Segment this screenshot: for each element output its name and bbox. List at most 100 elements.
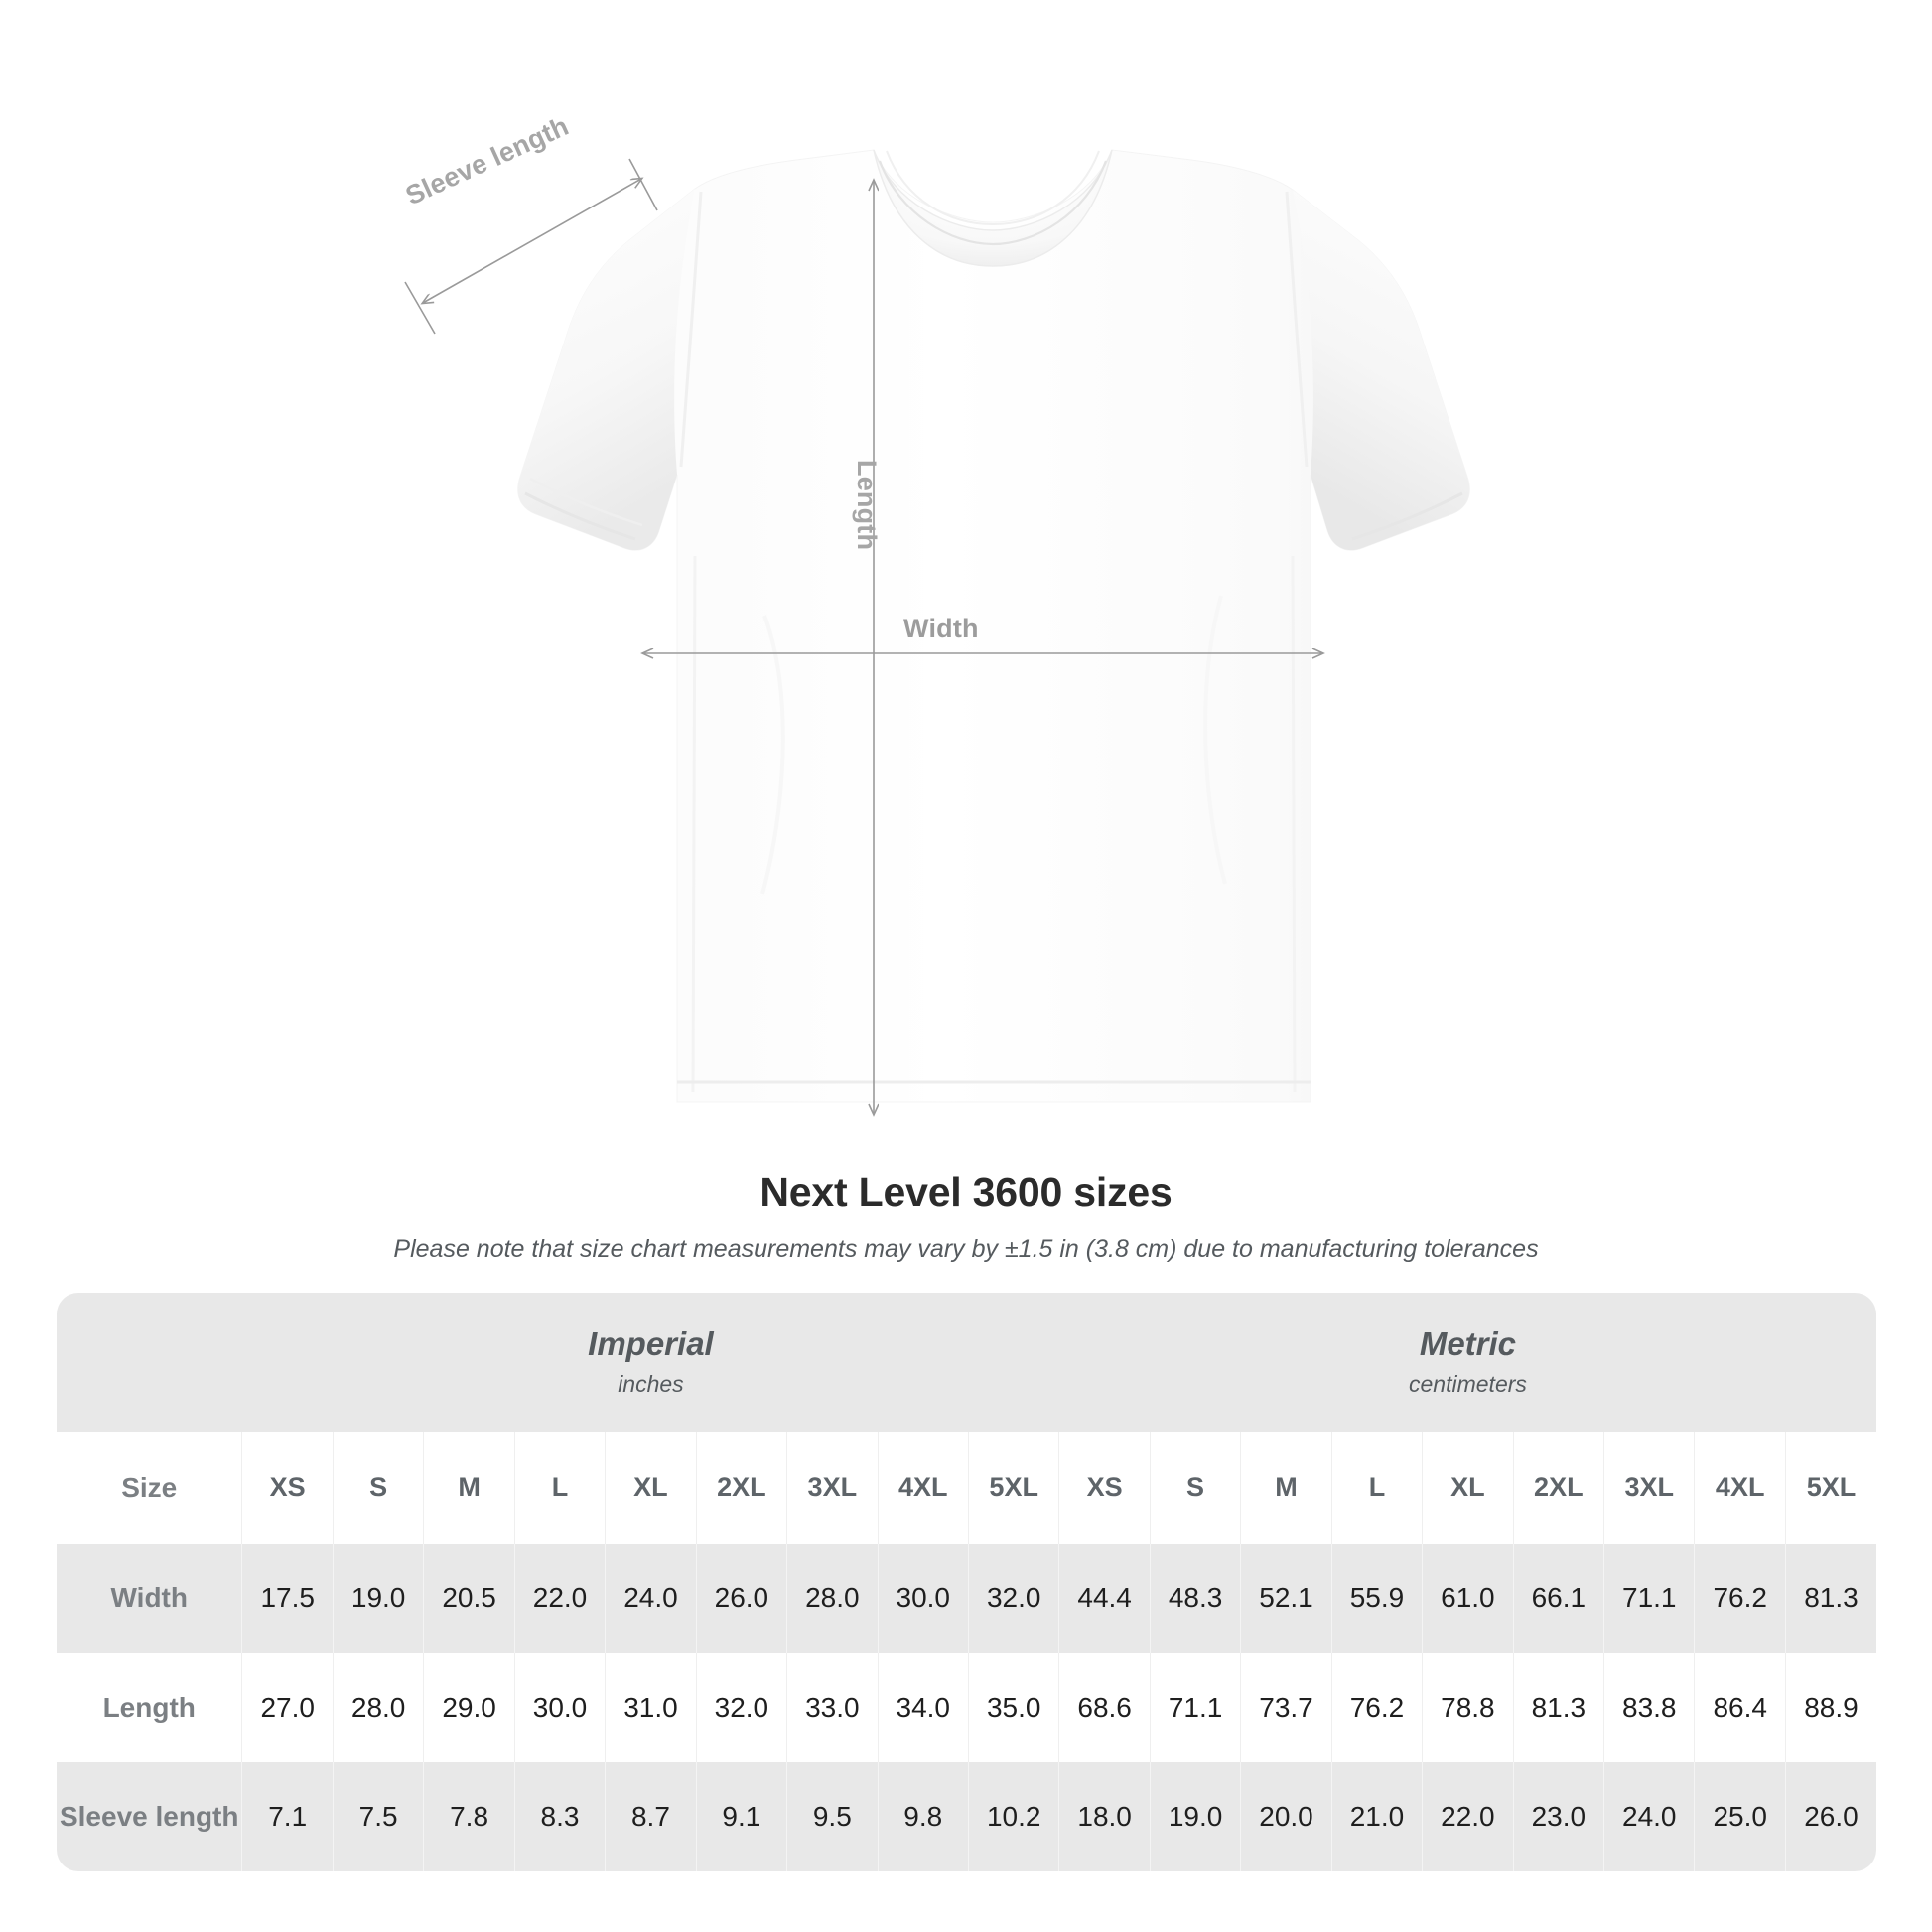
cell-width-metric-s: 48.3	[1149, 1544, 1241, 1653]
cell-width-imperial-4xl: 30.0	[877, 1544, 969, 1653]
size-label: XL	[1450, 1472, 1485, 1502]
cell-length-imperial-2xl: 32.0	[695, 1653, 787, 1762]
row-label-length: Length	[57, 1653, 242, 1762]
cell-length-imperial-3xl: 33.0	[786, 1653, 879, 1762]
row-label-text: Sleeve length	[59, 1801, 239, 1832]
size-header-cell-imperial-xl: XL	[605, 1432, 697, 1544]
size-label: XL	[633, 1472, 668, 1502]
row-label-text: Length	[102, 1692, 196, 1723]
size-header-cell-imperial-2xl: 2XL	[695, 1432, 787, 1544]
unit-group-name: Imperial	[588, 1324, 714, 1362]
cell-length-metric-l: 76.2	[1330, 1653, 1423, 1762]
size-header-row: Size XS S M L XL 2XL 3XL 4XL 5XL XS S M L XL 2XL 3XL 4XL 5…	[57, 1432, 1876, 1544]
size-header-cell-metric-s: S	[1149, 1432, 1241, 1544]
size-header-cell-imperial-l: L	[513, 1432, 606, 1544]
cell-width-imperial-2xl: 26.0	[695, 1544, 787, 1653]
cell-length-imperial-xl: 31.0	[605, 1653, 697, 1762]
tshirt-body-group	[517, 149, 1470, 1103]
cell-length-imperial-m: 29.0	[423, 1653, 515, 1762]
left-sleeve-hem	[524, 491, 636, 541]
cell-sleeve-length-imperial-3xl: 9.5	[786, 1762, 879, 1871]
size-label: XS	[1086, 1472, 1123, 1502]
collar-inner-line	[878, 160, 1108, 246]
cell-width-metric-xs: 44.4	[1058, 1544, 1151, 1653]
size-header-label: Size	[57, 1432, 242, 1544]
page-title: Next Level 3600 sizes	[759, 1170, 1173, 1215]
cell-length-metric-m: 73.7	[1240, 1653, 1332, 1762]
size-label: 4XL	[1715, 1472, 1765, 1502]
cell-width-metric-xl: 61.0	[1422, 1544, 1514, 1653]
left-shoulder-seam	[679, 191, 703, 468]
collar-neck-opening	[886, 150, 1100, 226]
left-sleeve	[517, 189, 695, 551]
cell-sleeve-length-imperial-s: 7.5	[332, 1762, 424, 1871]
table-row: Sleeve length 7.1 7.5 7.8 8.3 8.7 9.1 9.5 9.8 10.…	[57, 1762, 1876, 1871]
cell-width-metric-2xl: 66.1	[1512, 1544, 1604, 1653]
unit-group-subtitle: inches	[618, 1371, 684, 1398]
unit-group-header-imperial: Imperial inches	[241, 1293, 1059, 1432]
size-header-cell-imperial-3xl: 3XL	[786, 1432, 879, 1544]
table-row: Width 17.5 19.0 20.5 22.0 24.0 26.0 28.0 30.0 32.…	[57, 1544, 1876, 1653]
collar-outer	[873, 149, 1113, 267]
cell-sleeve-length-metric-l: 21.0	[1330, 1762, 1423, 1871]
sleeve-dim-arrow	[423, 179, 641, 303]
cell-width-imperial-m: 20.5	[423, 1544, 515, 1653]
row-label-text: Width	[110, 1583, 188, 1613]
cell-length-metric-4xl: 86.4	[1694, 1653, 1786, 1762]
size-header-cell-imperial-s: S	[332, 1432, 424, 1544]
cell-sleeve-length-imperial-2xl: 9.1	[695, 1762, 787, 1871]
size-header-cell-metric-5xl: 5XL	[1784, 1432, 1876, 1544]
cell-width-imperial-xl: 24.0	[605, 1544, 697, 1653]
tshirt-illustration	[404, 149, 1470, 1152]
dimension-lines	[404, 158, 1322, 1114]
cell-length-metric-2xl: 81.3	[1512, 1653, 1604, 1762]
fabric-fold-2	[1203, 595, 1227, 885]
cell-width-metric-3xl: 71.1	[1603, 1544, 1695, 1653]
width-dim-label: Width	[903, 614, 979, 643]
size-label: S	[369, 1472, 388, 1502]
cell-sleeve-length-imperial-5xl: 10.2	[967, 1762, 1059, 1871]
right-sleeve-hem	[1351, 491, 1463, 541]
cell-length-imperial-s: 28.0	[332, 1653, 424, 1762]
left-side-fold	[691, 555, 697, 1093]
size-label: 3XL	[1624, 1472, 1675, 1502]
length-dim-label: Length	[852, 460, 882, 551]
unit-group-name: Metric	[1419, 1324, 1517, 1362]
tolerance-note: Please note that size chart measurements…	[393, 1235, 1539, 1263]
cell-sleeve-length-metric-4xl: 25.0	[1694, 1762, 1786, 1871]
sleeve-tick-right	[628, 158, 658, 211]
size-chart-table: Imperial inches Metric centimeters Size XS S M L…	[57, 1293, 1876, 1871]
unit-banner-spacer	[57, 1293, 242, 1432]
cell-width-imperial-5xl: 32.0	[967, 1544, 1059, 1653]
size-header-cell-metric-m: M	[1240, 1432, 1332, 1544]
cell-length-imperial-5xl: 35.0	[967, 1653, 1059, 1762]
cell-sleeve-length-metric-xs: 18.0	[1058, 1762, 1151, 1871]
unit-banner-row: Imperial inches Metric centimeters	[57, 1293, 1876, 1432]
cell-sleeve-length-metric-2xl: 23.0	[1512, 1762, 1604, 1871]
size-label: 2XL	[1534, 1472, 1584, 1502]
size-label: L	[551, 1472, 569, 1502]
size-label: 3XL	[807, 1472, 858, 1502]
size-header-cell-imperial-5xl: 5XL	[967, 1432, 1059, 1544]
sleeve-tick-left	[404, 281, 436, 335]
unit-group-header-metric: Metric centimeters	[1058, 1293, 1876, 1432]
cell-width-metric-m: 52.1	[1240, 1544, 1332, 1653]
cell-sleeve-length-metric-5xl: 26.0	[1784, 1762, 1876, 1871]
size-label: S	[1186, 1472, 1205, 1502]
cell-length-metric-s: 71.1	[1149, 1653, 1241, 1762]
cell-sleeve-length-imperial-xl: 8.7	[605, 1762, 697, 1871]
size-header-cell-metric-xl: XL	[1422, 1432, 1514, 1544]
cell-width-imperial-xs: 17.5	[241, 1544, 334, 1653]
cell-width-metric-5xl: 81.3	[1784, 1544, 1876, 1653]
cell-width-imperial-s: 19.0	[332, 1544, 424, 1653]
size-label: 5XL	[989, 1472, 1038, 1502]
cell-length-metric-3xl: 83.8	[1603, 1653, 1695, 1762]
size-label: 4XL	[897, 1472, 948, 1502]
row-label-sleeve-length: Sleeve length	[57, 1762, 242, 1871]
cell-width-metric-4xl: 76.2	[1694, 1544, 1786, 1653]
size-label: 5XL	[1806, 1472, 1857, 1502]
tshirt-diagram: Sleeve length Length Width	[401, 111, 1470, 1152]
cell-length-metric-xl: 78.8	[1422, 1653, 1514, 1762]
right-shoulder-seam	[1285, 191, 1309, 468]
cell-sleeve-length-imperial-xs: 7.1	[241, 1762, 334, 1871]
